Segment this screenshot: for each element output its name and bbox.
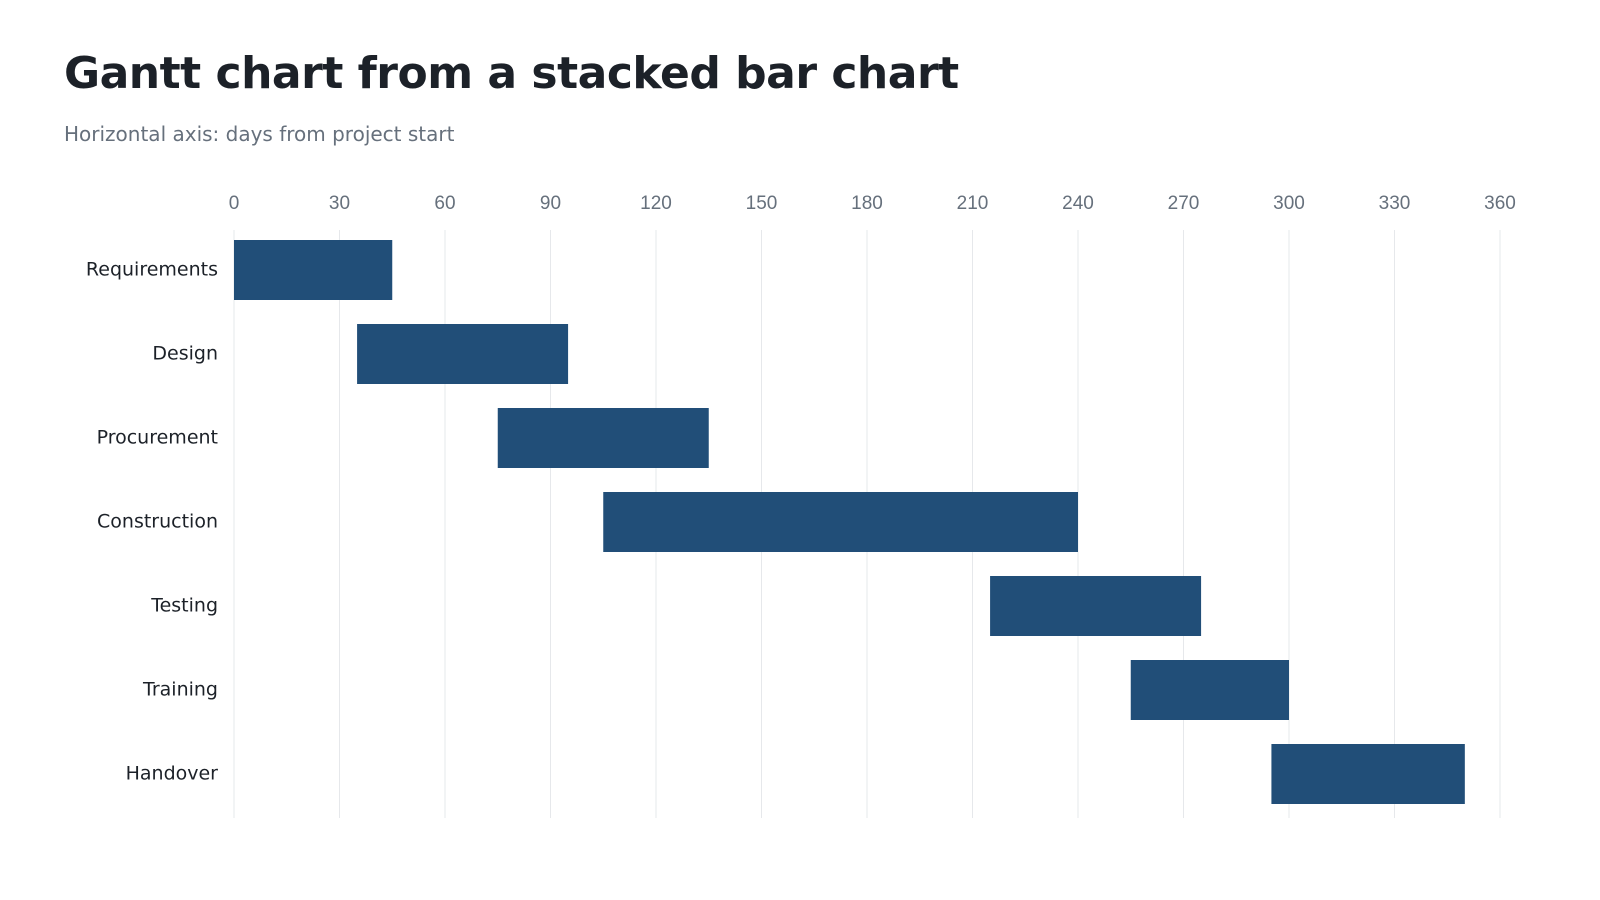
x-tick-label: 150 [746, 193, 778, 214]
task-bars [234, 240, 1465, 804]
chart-subtitle: Horizontal axis: days from project start [64, 122, 455, 146]
task-label: Requirements [86, 259, 218, 281]
x-axis-ticks: 0 30 60 90 120 150 180 210 240 270 300 330 360 [229, 193, 1516, 214]
task-label: Handover [126, 763, 219, 785]
task-label: Construction [97, 511, 218, 533]
x-tick-label: 120 [640, 193, 672, 214]
task-bar[interactable] [1130, 660, 1289, 720]
x-tick-label: 180 [851, 193, 883, 214]
x-tick-label: 210 [957, 193, 989, 214]
x-tick-label: 300 [1273, 193, 1305, 214]
x-tick-label: 240 [1062, 193, 1094, 214]
task-bar[interactable] [357, 324, 569, 384]
x-tick-label: 60 [434, 193, 455, 214]
task-label: Procurement [97, 427, 218, 449]
x-tick-label: 360 [1484, 193, 1516, 214]
task-bar[interactable] [603, 492, 1078, 552]
task-bar[interactable] [1271, 744, 1465, 804]
x-tick-label: 330 [1379, 193, 1411, 214]
task-label: Training [142, 679, 218, 701]
x-tick-label: 30 [329, 193, 350, 214]
task-bar[interactable] [990, 576, 1202, 636]
task-label: Design [152, 343, 218, 365]
x-tick-label: 90 [540, 193, 561, 214]
task-bar[interactable] [234, 240, 393, 300]
x-tick-label: 0 [229, 193, 240, 214]
x-tick-label: 270 [1168, 193, 1200, 214]
task-labels: Requirements Design Procurement Constructio… [86, 259, 218, 785]
chart-title: Gantt chart from a stacked bar chart [64, 48, 959, 99]
task-label: Testing [150, 595, 218, 617]
task-bar[interactable] [497, 408, 709, 468]
